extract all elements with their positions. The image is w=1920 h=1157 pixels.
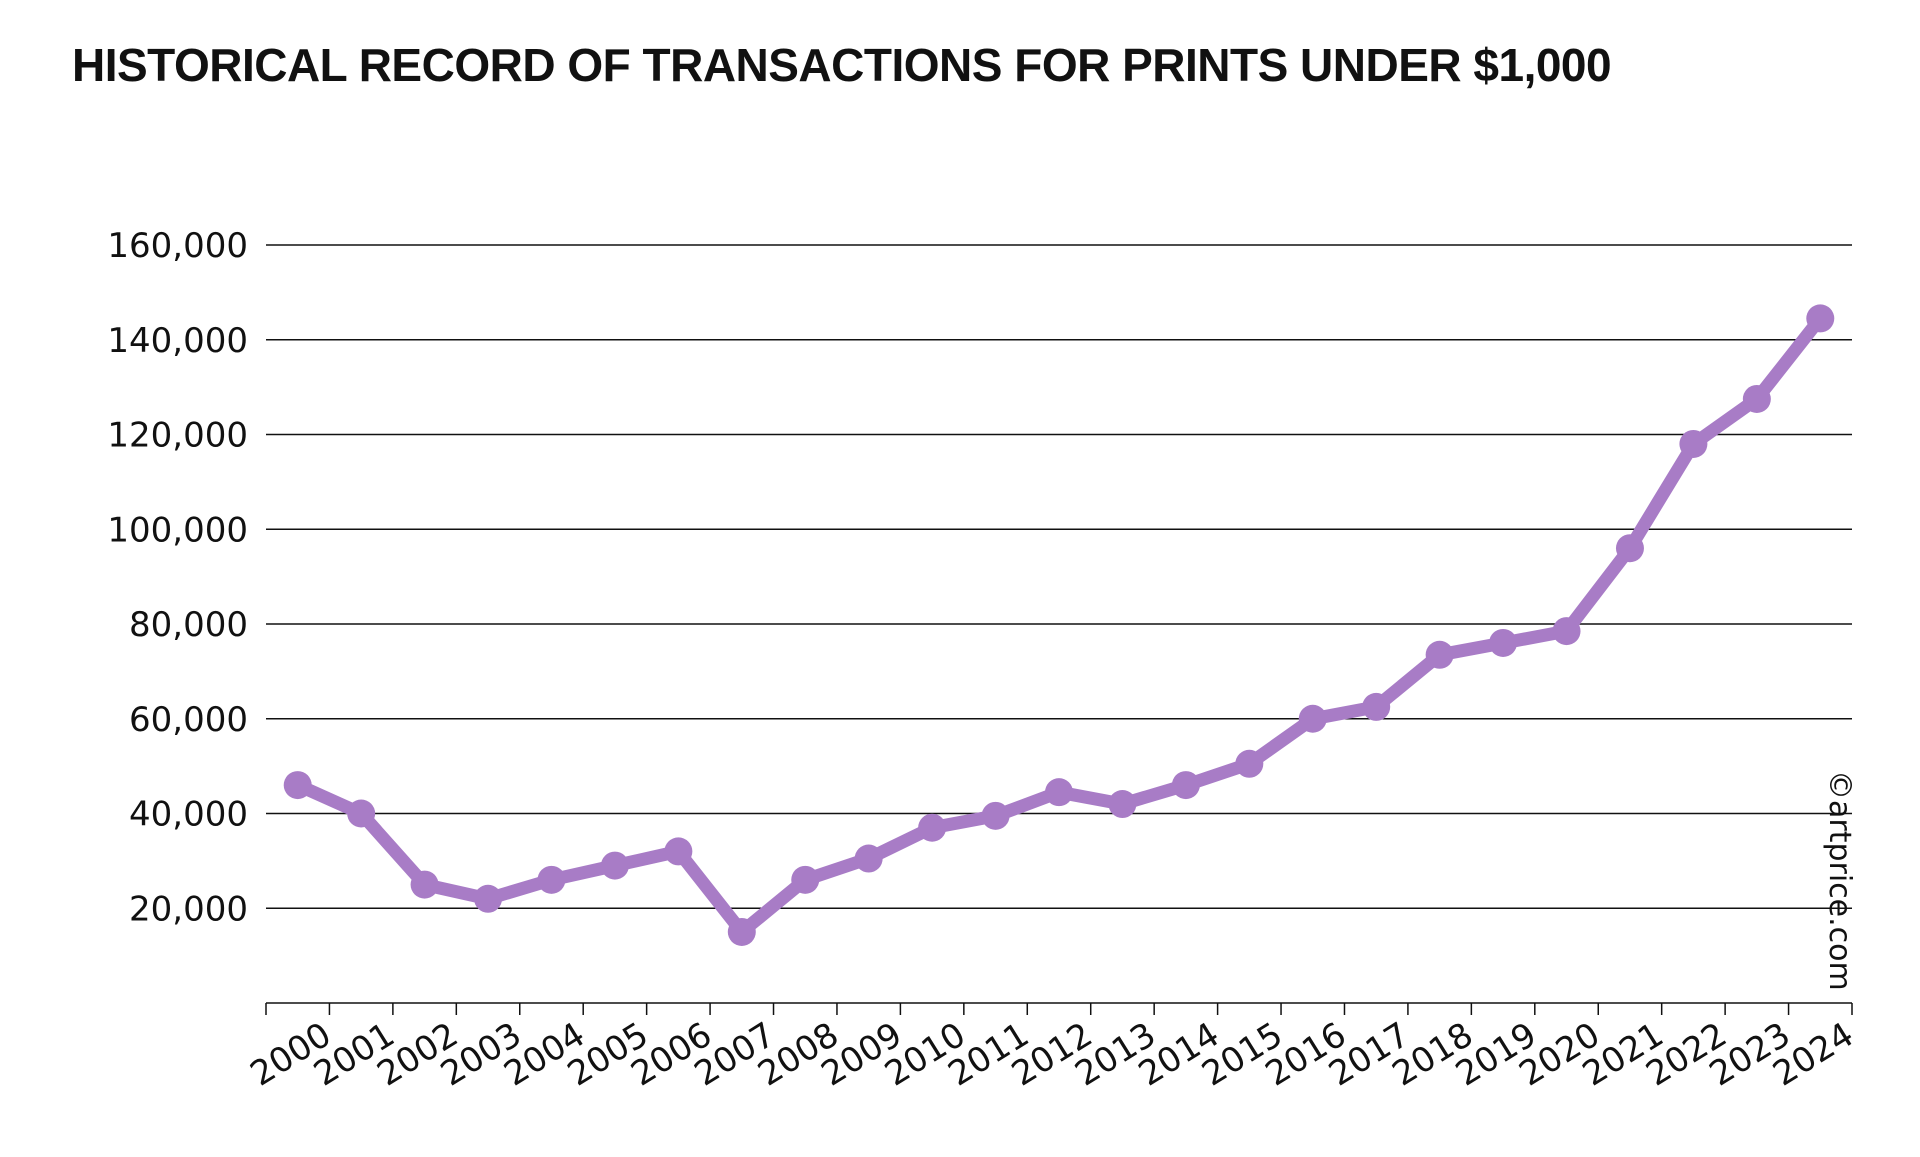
data-point-2012 — [1045, 778, 1073, 807]
gridlines — [266, 244, 1852, 909]
data-point-2000 — [283, 771, 312, 800]
y-tick-label: 60,000 — [129, 700, 248, 740]
data-point-2013 — [1108, 790, 1137, 819]
y-tick-label: 100,000 — [107, 510, 248, 550]
y-tick-label: 40,000 — [129, 795, 248, 835]
y-tick-label: 160,000 — [107, 226, 248, 266]
chart-title: HISTORICAL RECORD OF TRANSACTIONS FOR PR… — [72, 39, 1612, 91]
data-point-2017 — [1362, 692, 1391, 721]
series-line-path — [291, 311, 1827, 939]
data-point-2023 — [1742, 384, 1771, 413]
y-tick-label: 80,000 — [129, 605, 248, 645]
data-point-2022 — [1679, 429, 1708, 458]
data-point-2001 — [347, 799, 376, 828]
data-point-2020 — [1552, 617, 1581, 646]
data-point-2003 — [474, 884, 503, 913]
x-axis: 2000200120022003200420052006200720082009… — [244, 1002, 1861, 1094]
data-point-2007 — [727, 917, 756, 946]
data-point-2019 — [1489, 628, 1518, 657]
series-line — [283, 304, 1835, 946]
y-tick-label: 120,000 — [107, 416, 248, 456]
data-point-2014 — [1171, 771, 1200, 800]
y-axis-tick-labels: 20,000 40,000 60,000 80,000 100,000 120,000 14… — [107, 226, 248, 929]
data-point-2005 — [600, 851, 629, 880]
data-point-2021 — [1615, 534, 1644, 563]
data-point-2018 — [1425, 640, 1454, 669]
y-tick-label: 20,000 — [129, 889, 248, 929]
data-point-2010 — [918, 813, 947, 842]
copyright-credit: ©artprice.com — [1822, 770, 1857, 991]
data-point-2006 — [664, 837, 693, 866]
data-point-2008 — [791, 865, 820, 894]
data-point-2016 — [1298, 704, 1327, 733]
data-point-2004 — [537, 865, 566, 894]
data-point-2009 — [854, 844, 883, 873]
y-tick-label: 140,000 — [107, 321, 248, 361]
data-point-2015 — [1235, 749, 1264, 778]
data-point-2024 — [1806, 304, 1835, 333]
data-point-2002 — [410, 870, 439, 899]
data-point-2011 — [981, 801, 1010, 830]
